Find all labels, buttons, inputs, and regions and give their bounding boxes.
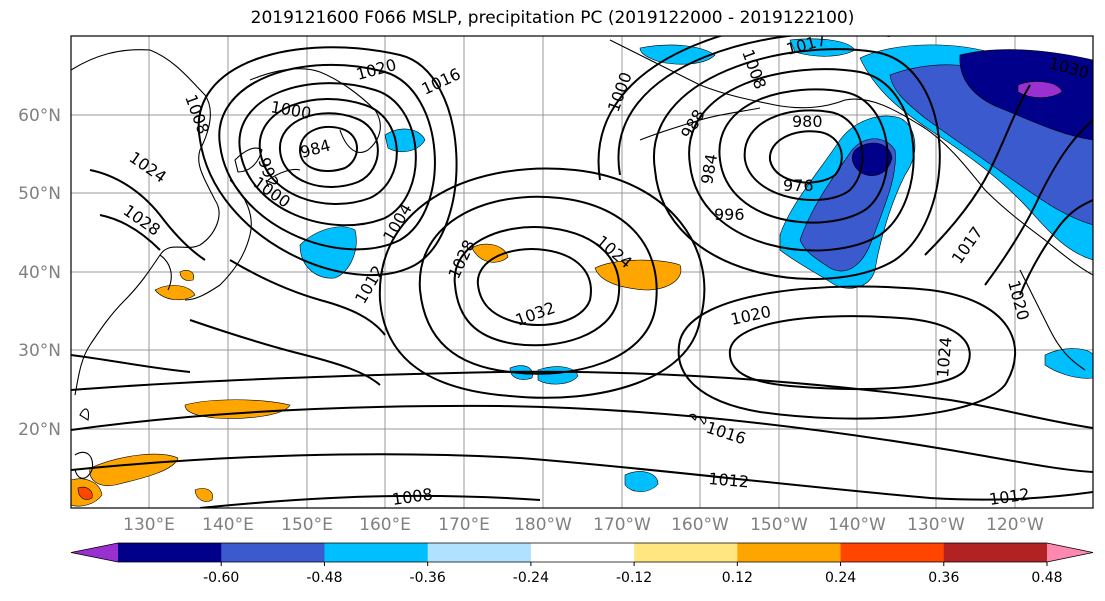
isobar-label: 980: [792, 112, 823, 131]
lat-label: 40°N: [18, 263, 61, 283]
isobar-label: 1008: [391, 484, 434, 508]
isobar-label: 996: [714, 205, 745, 224]
lon-label: 130°W: [907, 515, 965, 535]
longitude-labels: 130°E 140°E 150°E 160°E 170°E 180°W 170°…: [123, 515, 1044, 535]
figure-title: 2019121600 F066 MSLP, precipitation PC (…: [250, 8, 855, 28]
colorbar-tick-label: -0.12: [616, 570, 652, 586]
lat-label: 20°N: [18, 420, 61, 440]
lon-label: 160°E: [359, 515, 411, 535]
lon-label: 150°W: [750, 515, 808, 535]
colorbar-extend-low: [71, 543, 118, 562]
colorbar-segment: [737, 543, 842, 562]
colorbar-segment: [221, 543, 325, 562]
lon-label: 130°E: [123, 515, 175, 535]
isobar-label: 976: [783, 176, 814, 195]
colorbar-outline: [70, 542, 1094, 563]
latitude-labels: 60°N 50°N 40°N 30°N 20°N: [18, 106, 61, 440]
lon-label: 150°E: [281, 515, 333, 535]
lon-label: 180°W: [514, 515, 572, 535]
colorbar-tick-label: 0.24: [825, 570, 856, 586]
lon-label: 170°W: [593, 515, 651, 535]
isobar-label: 1012: [708, 469, 750, 491]
colorbar-segment: [427, 543, 532, 562]
colorbar-segment: [634, 543, 738, 562]
colorbar-segment: [943, 543, 1048, 562]
colorbar-segment: [530, 543, 635, 562]
isobar-label: 1012: [988, 484, 1031, 508]
colorbar-tick-label: -0.24: [513, 570, 549, 586]
colorbar-extend-high: [1047, 543, 1093, 562]
lon-label: 160°W: [671, 515, 729, 535]
colorbar-tick-label: 0.12: [722, 570, 753, 586]
lat-label: 60°N: [18, 106, 61, 126]
lon-label: 140°W: [828, 515, 886, 535]
colorbar-tick-label: -0.48: [306, 570, 342, 586]
colorbar-tick-label: -0.60: [203, 570, 239, 586]
lon-label: 120°W: [986, 515, 1044, 535]
isobar-label: 1024: [933, 336, 955, 378]
lat-label: 50°N: [18, 184, 61, 204]
colorbar-segment: [324, 543, 429, 562]
colorbar-tick-label: 0.48: [1031, 570, 1062, 586]
colorbar-tick-label: 0.36: [928, 570, 959, 586]
isobars: [71, 36, 1093, 508]
map-frame: [70, 35, 1094, 509]
colorbar: -0.60 -0.48 -0.36 -0.24 -0.12 0.12 0.24 0.36 0.4…: [70, 542, 1094, 586]
lon-label: 140°E: [202, 515, 254, 535]
colorbar-tick-label: -0.36: [410, 570, 446, 586]
colorbar-segment: [840, 543, 945, 562]
lon-label: 170°E: [438, 515, 490, 535]
lat-label: 30°N: [18, 341, 61, 361]
colorbar-segment: [118, 543, 222, 562]
